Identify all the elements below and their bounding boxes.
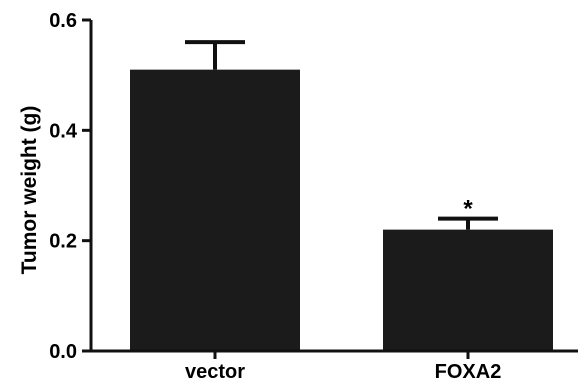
y-axis-title: Tumor weight (g): [18, 106, 41, 275]
significance-marker-foxa2: *: [463, 196, 473, 223]
y-tick-label-1: 0.2: [49, 231, 77, 253]
x-tick-label-foxa2: FOXA2: [435, 361, 502, 383]
chart-axes: vector FOXA2 0.0 0.2 0.4 0.6: [49, 10, 578, 383]
chart-marks: *: [130, 40, 553, 352]
bar-foxa2: [383, 229, 553, 351]
y-tick-label-3: 0.6: [49, 10, 77, 32]
y-tick-label-0: 0.0: [49, 341, 77, 363]
y-tick-label-2: 0.4: [49, 120, 78, 142]
bar-vector: [130, 69, 300, 352]
x-tick-label-vector: vector: [185, 361, 245, 383]
